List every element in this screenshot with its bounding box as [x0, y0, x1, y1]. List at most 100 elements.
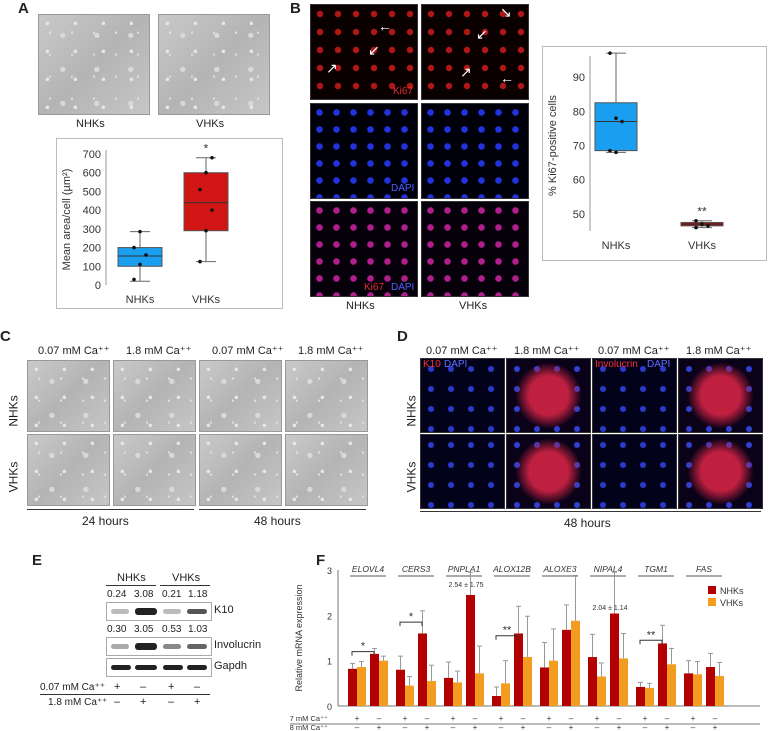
sign: +	[713, 723, 718, 731]
label-a-nhks: NHKs	[76, 118, 105, 130]
stain-b-ki67: Ki67	[393, 86, 414, 97]
blot-k10	[106, 602, 212, 621]
header-d-3: 0.07 mM Ca⁺⁺	[598, 345, 670, 357]
bar	[693, 674, 702, 706]
sign: +	[425, 723, 430, 731]
data-point	[620, 119, 624, 124]
bar	[597, 676, 606, 706]
micrograph-c-7	[199, 434, 282, 506]
micrograph-c-1	[27, 360, 110, 432]
panel-label-d: D	[397, 328, 408, 345]
band-label-involucrin: Involucrin	[214, 639, 262, 651]
bar	[357, 667, 366, 706]
header-d-2: 1.8 mM Ca⁺⁺	[514, 345, 580, 357]
label-b-nhks: NHKs	[346, 300, 375, 312]
significance-mark: *	[409, 611, 414, 623]
data-point	[204, 170, 208, 175]
micrograph-b-merge-nhks	[310, 201, 418, 297]
sign-e-2-4: +	[194, 696, 201, 708]
tick-label: 300	[83, 224, 101, 236]
micrograph-c-3	[199, 360, 282, 432]
tick-label: 2	[327, 611, 332, 621]
legend-label-vhks: VHKs	[720, 598, 744, 608]
tick-label: 0	[327, 702, 332, 712]
tick-label: 600	[83, 168, 101, 180]
sign-e-1-1: +	[114, 681, 121, 693]
row-d-nhks: NHKs	[404, 395, 419, 427]
y-axis-label: Relative mRNA expression	[294, 584, 304, 691]
bar	[501, 683, 510, 706]
significance-mark: *	[204, 142, 209, 156]
bar	[636, 686, 645, 706]
micrograph-d-8	[678, 434, 763, 509]
divider-e-vhks	[160, 585, 210, 586]
significance-mark: *	[361, 641, 366, 653]
tick-label: 0	[95, 280, 101, 292]
cond-f-2: 1.8 mM Ca⁺⁺	[290, 723, 328, 731]
sign: –	[569, 714, 574, 723]
sign: –	[451, 723, 456, 731]
header-c-1: 0.07 mM Ca⁺⁺	[38, 345, 110, 357]
bar	[588, 657, 597, 706]
y-axis-label: Mean area/cell (µm²)	[61, 169, 73, 271]
bar	[562, 629, 571, 706]
box	[594, 102, 638, 152]
arrow-icon: ↗	[326, 60, 338, 76]
sign: +	[521, 723, 526, 731]
data-point	[614, 150, 618, 155]
tick-label: 80	[573, 106, 585, 118]
data-point	[614, 116, 618, 120]
inv-val-3: 0.53	[162, 624, 182, 635]
sign: +	[643, 714, 648, 723]
bar	[427, 681, 436, 706]
arrow-icon: ↗	[460, 64, 472, 80]
micrograph-b-dapi-nhks	[310, 103, 418, 199]
bar	[549, 660, 558, 706]
header-c-3: 0.07 mM Ca⁺⁺	[212, 345, 284, 357]
sign: –	[473, 714, 478, 723]
legend-swatch-vhks	[708, 598, 716, 606]
micrograph-b-ki67-nhks	[310, 4, 418, 100]
row-c-vhks: VHKs	[6, 461, 21, 493]
legend-label-nhks: NHKs	[720, 586, 744, 596]
bar	[379, 660, 388, 706]
box	[183, 172, 229, 232]
label-d-48h: 48 hours	[564, 516, 611, 530]
data-point	[204, 228, 208, 233]
sign: +	[547, 714, 552, 723]
data-point	[144, 253, 148, 257]
label-e-nhks: NHKs	[117, 572, 146, 584]
micrograph-c-5	[27, 434, 110, 506]
tick-label: 200	[83, 243, 101, 255]
category-label: VHKs	[192, 294, 221, 306]
y-axis-label: % Ki67-positive cells	[547, 95, 559, 196]
bar	[540, 667, 549, 706]
tick-label: 700	[83, 149, 101, 161]
micrograph-d-3	[592, 358, 677, 433]
gene-label: TGM1	[644, 564, 668, 574]
arrow-icon: ←	[378, 18, 392, 34]
chart-f-bars: 3 2 1 0 Relative mRNA expression ELOVL4 CERS3 P…	[290, 564, 760, 731]
tick-label: 3	[327, 566, 332, 576]
data-point	[608, 51, 612, 55]
sign: –	[355, 723, 360, 731]
bar	[514, 633, 523, 706]
bar	[348, 668, 357, 706]
panel-label-f: F	[316, 552, 326, 569]
row-c-nhks: NHKs	[6, 395, 21, 427]
header-d-4: 1.8 mM Ca⁺⁺	[686, 345, 752, 357]
significance-mark: **	[647, 629, 656, 641]
bar	[396, 669, 405, 706]
significance-bracket	[351, 651, 375, 656]
data-point	[138, 229, 142, 234]
data-point	[700, 222, 704, 226]
sign-e-1-2: –	[140, 681, 147, 693]
data-point	[138, 262, 142, 267]
row-d-vhks: VHKs	[404, 461, 419, 493]
bar	[453, 682, 462, 706]
chart-b-box: 90 80 70 60 50 % Ki67-positive cells NHKs VHKs *…	[547, 51, 724, 252]
micrograph-c-6	[113, 434, 196, 506]
data-point	[210, 155, 214, 160]
sign: +	[499, 714, 504, 723]
stain-b-merge-ki67: Ki67	[364, 282, 385, 293]
